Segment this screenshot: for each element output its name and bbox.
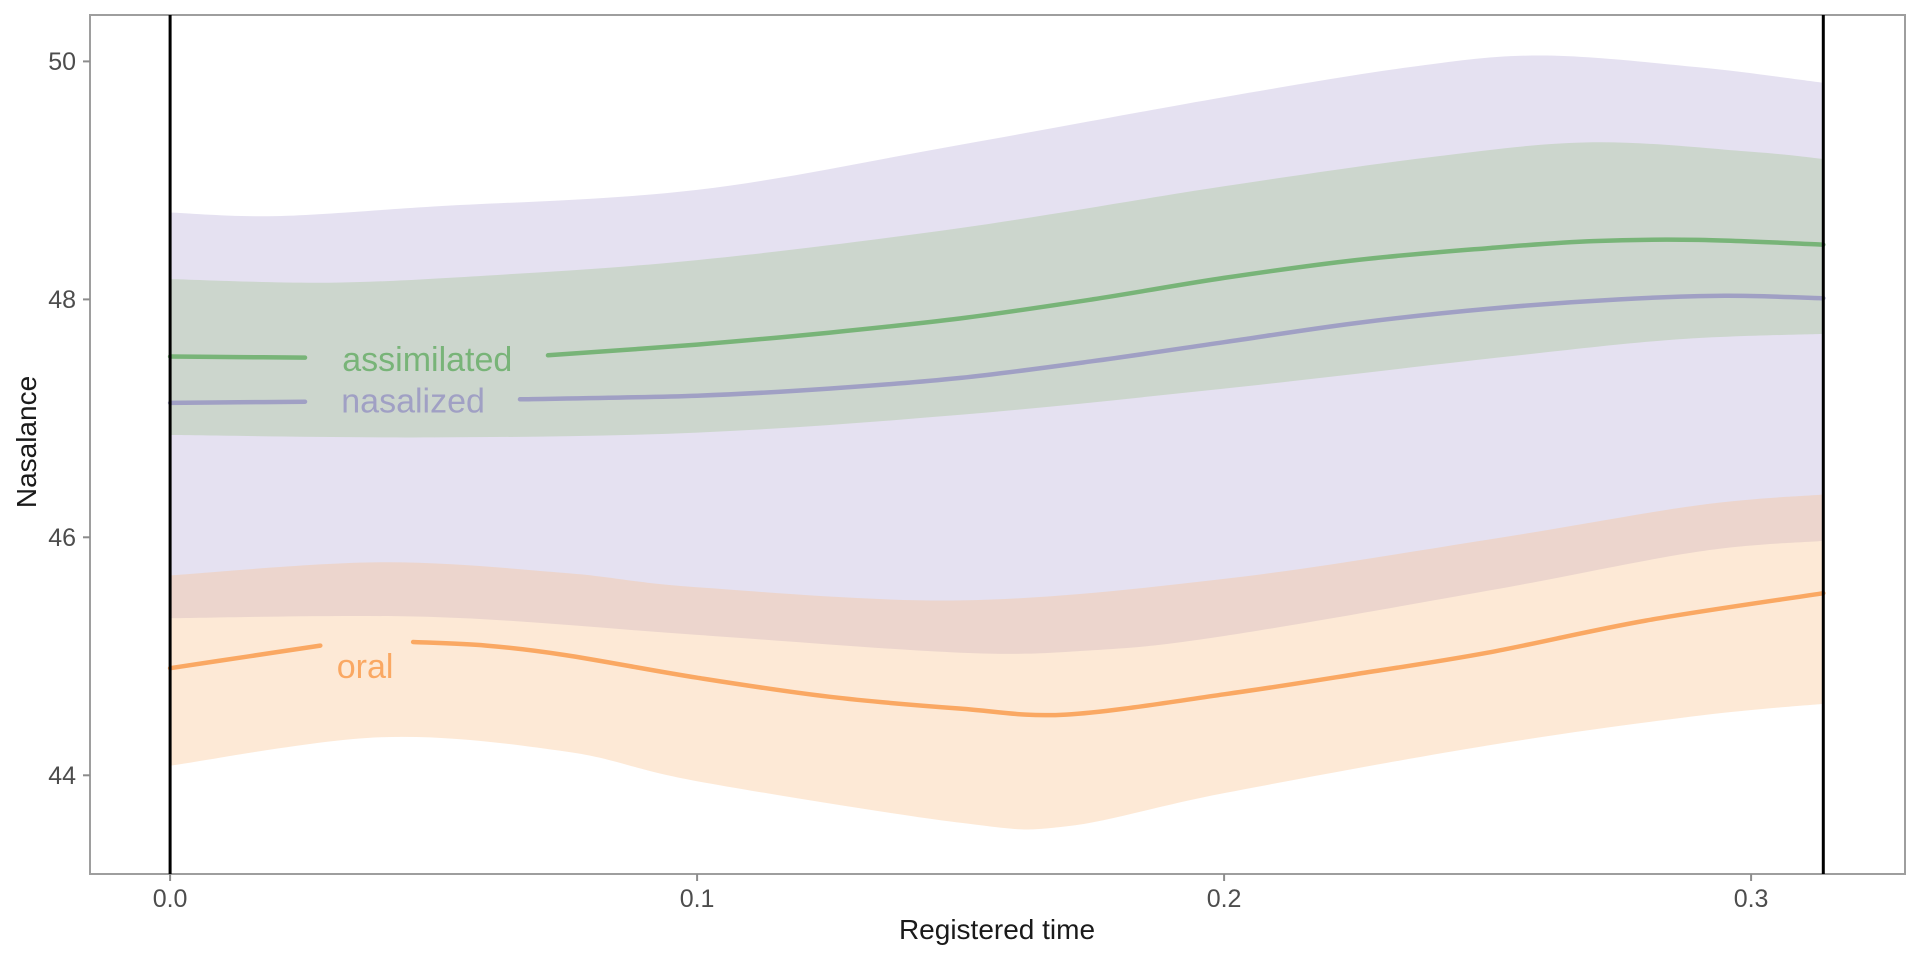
oral-line-segment-2 [410, 590, 1826, 718]
plot-panel [89, 14, 1906, 875]
y-axis: 44 46 48 50 [48, 48, 90, 790]
nasalized-line-segment-1 [167, 399, 308, 406]
assimilated-label: assimilated [342, 341, 512, 379]
nasalized-ribbon [170, 55, 1824, 654]
x-axis-title: Registered time [899, 914, 1095, 945]
y-tick-label: 44 [48, 762, 76, 790]
y-tick-label: 50 [48, 48, 76, 76]
curve-labels: nasalized assimilated oral [337, 341, 513, 686]
nasalized-label: nasalized [341, 383, 485, 421]
nasalized-line-segment-2 [517, 293, 1826, 402]
y-tick-label: 46 [48, 524, 76, 552]
oral-ribbon [170, 494, 1824, 830]
x-tick-label: 0.2 [1207, 885, 1242, 913]
reference-vlines [168, 15, 1825, 874]
x-tick-label: 0.0 [153, 885, 188, 913]
x-tick-label: 0.3 [1734, 885, 1769, 913]
oral-label: oral [337, 648, 394, 686]
x-tick-label: 0.1 [680, 885, 715, 913]
x-axis: 0.0 0.1 0.2 0.3 [153, 874, 1769, 913]
assimilated-ribbon [170, 142, 1824, 438]
smooth-lines [167, 237, 1826, 718]
assimilated-line-segment-1 [167, 354, 308, 360]
confidence-ribbons [170, 55, 1824, 830]
oral-line-segment-1 [167, 643, 323, 671]
assimilated-line-segment-2 [545, 237, 1826, 358]
y-tick-label: 48 [48, 286, 76, 314]
y-axis-title: Nasalance [11, 376, 42, 508]
